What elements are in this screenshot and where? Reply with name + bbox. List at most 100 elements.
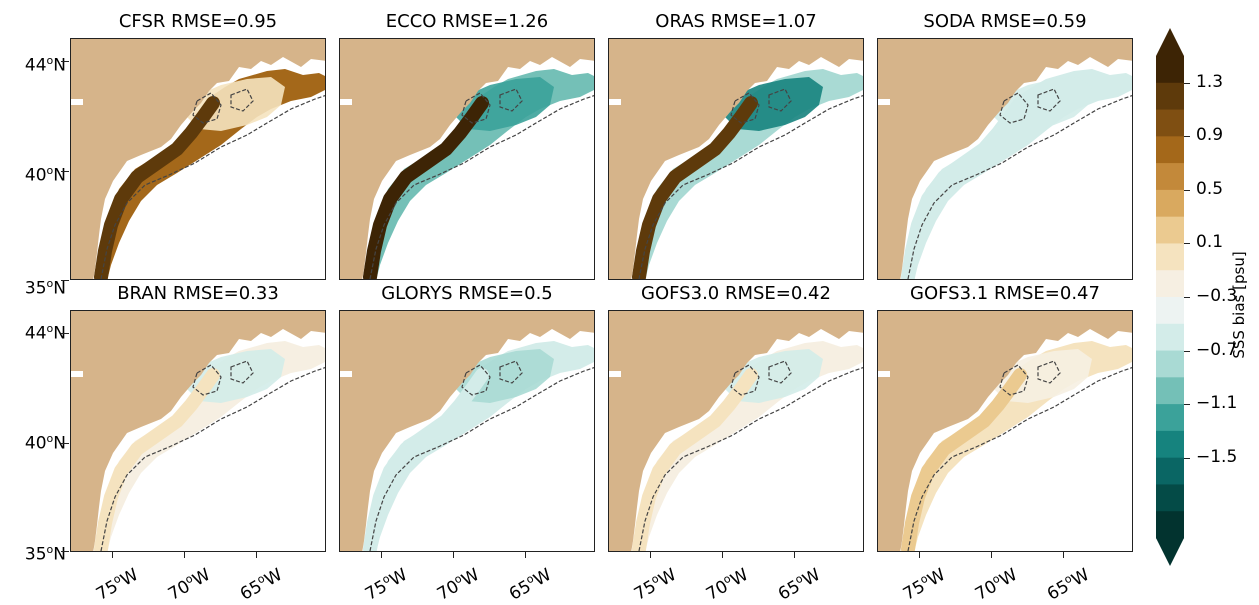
colorbar-tick-label: 0.1 xyxy=(1196,232,1224,253)
tick-mark xyxy=(1184,136,1190,138)
colorbar-tick-label: −0.3 xyxy=(1196,286,1238,306)
colorbar-swatch xyxy=(1156,404,1184,432)
lon-tick-label: 75oW xyxy=(92,564,142,605)
tick-mark xyxy=(722,552,723,558)
tick-mark xyxy=(650,552,651,558)
map-panel xyxy=(70,310,326,552)
colorbar-tick-label: 0.9 xyxy=(1196,125,1224,146)
isobath-contour xyxy=(192,364,222,396)
panel-title: BRAN RMSE=0.33 xyxy=(117,283,279,304)
isobath-contour xyxy=(768,88,792,112)
land-mask xyxy=(71,311,325,551)
tick-mark xyxy=(381,552,382,558)
colorbar-swatch xyxy=(1156,350,1184,378)
colorbar-label: SSS bias [psu] xyxy=(1230,251,1248,359)
lake xyxy=(878,371,890,377)
tick-mark xyxy=(61,551,69,552)
colorbar xyxy=(1156,28,1184,566)
panel-title: ORAS RMSE=1.07 xyxy=(655,11,817,32)
tick-mark xyxy=(1184,82,1190,84)
land-mask xyxy=(340,311,594,551)
lat-tick-label: 35oN xyxy=(24,543,66,565)
map-panel xyxy=(339,310,595,552)
gulf-bias-field xyxy=(456,77,554,131)
colorbar-swatch xyxy=(1156,82,1184,111)
bias-map xyxy=(609,39,863,279)
land-mask xyxy=(609,311,863,551)
tick-mark xyxy=(112,552,113,558)
colorbar-extend-bottom xyxy=(1156,538,1184,566)
colorbar-swatch xyxy=(1156,430,1184,459)
tick-mark xyxy=(1063,552,1064,558)
land-mask xyxy=(878,39,1132,279)
tick-mark xyxy=(61,280,69,281)
colorbar-swatch xyxy=(1156,109,1184,137)
lake xyxy=(609,371,621,377)
lake xyxy=(340,99,352,105)
bias-map xyxy=(878,311,1132,551)
lat-tick-label: 40oN xyxy=(24,164,66,186)
colorbar-swatch xyxy=(1156,56,1184,84)
shelf-bias-field xyxy=(94,96,220,279)
colorbar-swatch xyxy=(1156,377,1184,405)
colorbar-swatch xyxy=(1156,323,1184,352)
shelf-bias-field xyxy=(363,368,489,551)
tick-mark xyxy=(794,552,795,558)
tick-mark xyxy=(256,552,257,558)
tick-mark xyxy=(525,552,526,558)
gulf-bias-field xyxy=(725,77,823,131)
tick-mark xyxy=(184,552,185,558)
tick-mark xyxy=(61,443,69,444)
panel-title: SODA RMSE=0.59 xyxy=(923,11,1087,32)
shelf-bias-field xyxy=(901,368,1027,551)
isobath-contour xyxy=(230,360,254,384)
map-panel xyxy=(608,38,864,280)
land-mask xyxy=(878,311,1132,551)
lat-tick-label: 44oN xyxy=(24,322,66,344)
tick-mark xyxy=(1184,243,1190,245)
isobath-contour xyxy=(1037,88,1061,112)
gulf-bias-field xyxy=(187,77,285,131)
isobath-contour xyxy=(461,92,491,124)
lake xyxy=(71,371,83,377)
colorbar-swatch xyxy=(1156,297,1184,325)
bias-map xyxy=(71,39,325,279)
lon-tick-label: 75oW xyxy=(361,564,411,605)
tick-mark xyxy=(1184,297,1190,298)
colorbar-swatch xyxy=(1156,163,1184,191)
isobath-contour xyxy=(907,95,1132,279)
land-mask xyxy=(71,39,325,279)
colorbar-swatch xyxy=(1156,457,1184,485)
isobath-contour xyxy=(369,367,594,551)
tick-mark xyxy=(1184,404,1190,406)
tick-mark xyxy=(991,552,992,558)
lon-tick-label: 70oW xyxy=(971,564,1021,605)
lon-tick-label: 65oW xyxy=(505,564,555,605)
colorbar-swatch xyxy=(1156,243,1184,271)
isobath-contour xyxy=(768,360,792,384)
land-mask xyxy=(609,39,863,279)
panel-title: ECCO RMSE=1.26 xyxy=(385,11,549,32)
map-panel xyxy=(877,38,1133,280)
shelf-bias-field xyxy=(632,368,758,551)
panel-title: GOFS3.1 RMSE=0.47 xyxy=(910,283,1100,304)
isobath-contour xyxy=(730,92,760,124)
lat-tick-label: 44oN xyxy=(24,54,66,76)
lon-tick-label: 65oW xyxy=(236,564,286,605)
map-panel xyxy=(70,38,326,280)
lake xyxy=(71,99,83,105)
bias-map xyxy=(340,39,594,279)
lon-tick-label: 75oW xyxy=(630,564,680,605)
colorbar-tick-label: −1.5 xyxy=(1196,446,1238,467)
isobath-contour xyxy=(638,95,863,279)
isobath-contour xyxy=(369,95,594,279)
shelf-bias-field xyxy=(363,96,489,279)
colorbar-extend-top xyxy=(1156,28,1184,56)
map-panel xyxy=(877,310,1133,552)
lake xyxy=(878,99,890,105)
tick-mark xyxy=(61,333,69,334)
lat-tick-label: 40oN xyxy=(24,432,66,454)
colorbar-swatch xyxy=(1156,270,1184,298)
map-panel xyxy=(339,38,595,280)
land-mask xyxy=(340,39,594,279)
